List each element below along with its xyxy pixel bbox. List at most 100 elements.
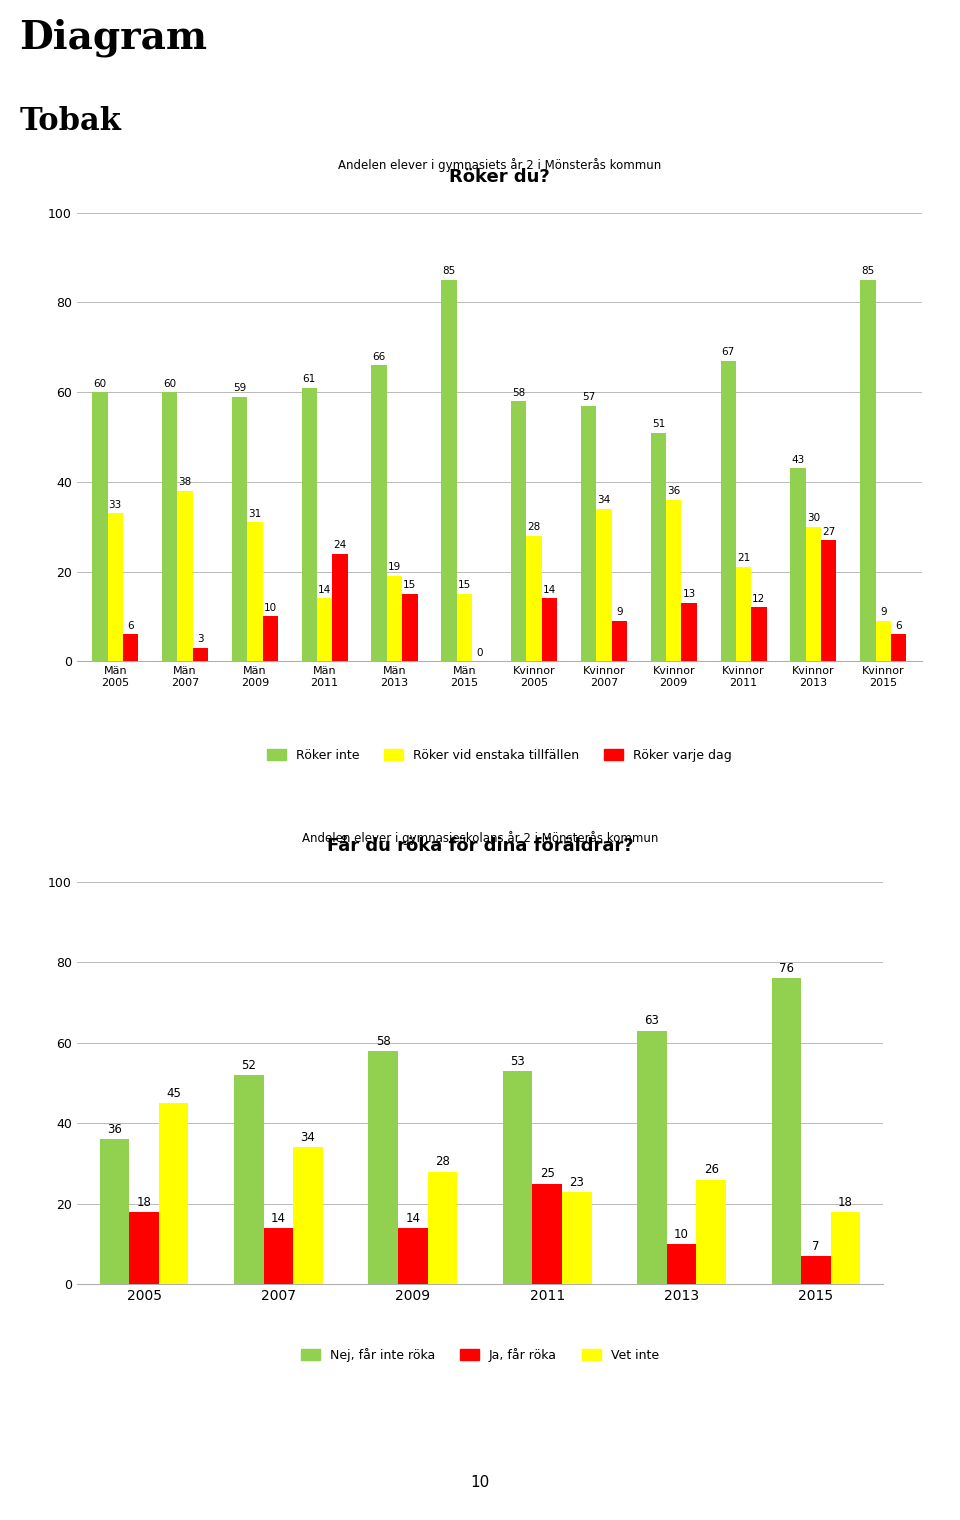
Text: 57: 57 bbox=[582, 392, 595, 401]
Bar bbox=[802, 1256, 830, 1284]
Bar bbox=[503, 1072, 533, 1284]
Text: 10: 10 bbox=[470, 1474, 490, 1490]
Bar bbox=[193, 648, 208, 661]
Bar bbox=[130, 1211, 158, 1284]
Text: 23: 23 bbox=[569, 1175, 585, 1189]
Text: 31: 31 bbox=[249, 509, 261, 518]
Bar bbox=[752, 608, 767, 661]
Text: 38: 38 bbox=[179, 477, 192, 488]
Bar bbox=[667, 1243, 696, 1284]
Bar bbox=[369, 1050, 398, 1284]
Bar bbox=[402, 594, 418, 661]
Text: 14: 14 bbox=[405, 1211, 420, 1225]
Bar bbox=[398, 1228, 427, 1284]
Text: 14: 14 bbox=[542, 585, 556, 594]
Text: 52: 52 bbox=[241, 1059, 256, 1072]
Bar bbox=[511, 401, 526, 661]
Text: 45: 45 bbox=[166, 1087, 181, 1100]
Text: 10: 10 bbox=[674, 1228, 689, 1240]
Bar bbox=[123, 634, 138, 661]
Text: Andelen elever i gymnasieskolans år 2 i Mönsterås kommun: Andelen elever i gymnasieskolans år 2 i … bbox=[301, 831, 659, 845]
Bar bbox=[772, 979, 802, 1284]
Text: 14: 14 bbox=[318, 585, 331, 594]
Text: 85: 85 bbox=[443, 266, 456, 277]
Bar bbox=[162, 392, 178, 661]
Text: 59: 59 bbox=[233, 383, 246, 394]
Bar bbox=[372, 365, 387, 661]
Text: 60: 60 bbox=[163, 378, 177, 389]
Text: 25: 25 bbox=[540, 1167, 555, 1181]
Bar bbox=[247, 523, 262, 661]
Text: 27: 27 bbox=[822, 526, 835, 537]
Text: 6: 6 bbox=[896, 620, 901, 631]
Bar bbox=[108, 514, 123, 661]
Text: Diagram: Diagram bbox=[19, 18, 207, 56]
Text: 28: 28 bbox=[435, 1155, 450, 1169]
Legend: Röker inte, Röker vid enstaka tillfällen, Röker varje dag: Röker inte, Röker vid enstaka tillfällen… bbox=[262, 745, 736, 768]
Bar bbox=[891, 634, 906, 661]
Text: 13: 13 bbox=[683, 590, 696, 599]
Text: 58: 58 bbox=[376, 1035, 391, 1047]
Bar bbox=[830, 1211, 860, 1284]
Text: 67: 67 bbox=[722, 347, 734, 357]
Bar bbox=[541, 599, 557, 661]
Bar bbox=[736, 567, 752, 661]
Bar bbox=[526, 535, 541, 661]
Bar bbox=[158, 1104, 188, 1284]
Text: 60: 60 bbox=[93, 378, 107, 389]
Bar bbox=[264, 1228, 293, 1284]
Bar bbox=[293, 1148, 323, 1284]
Text: 34: 34 bbox=[300, 1131, 316, 1145]
Text: 66: 66 bbox=[372, 351, 386, 362]
Bar bbox=[596, 509, 612, 661]
Bar bbox=[860, 280, 876, 661]
Bar bbox=[301, 388, 317, 661]
Text: 14: 14 bbox=[271, 1211, 286, 1225]
Text: 18: 18 bbox=[136, 1196, 152, 1208]
Bar bbox=[262, 617, 277, 661]
Bar bbox=[790, 468, 805, 661]
Bar bbox=[612, 620, 627, 661]
Bar bbox=[533, 1184, 562, 1284]
Text: 21: 21 bbox=[737, 553, 750, 564]
Text: 26: 26 bbox=[704, 1163, 719, 1176]
Text: 15: 15 bbox=[403, 581, 417, 590]
Text: 6: 6 bbox=[128, 620, 133, 631]
Text: 28: 28 bbox=[527, 521, 540, 532]
Bar bbox=[876, 620, 891, 661]
Bar bbox=[682, 603, 697, 661]
Text: 36: 36 bbox=[107, 1123, 122, 1135]
Bar bbox=[562, 1192, 591, 1284]
Text: 36: 36 bbox=[667, 486, 681, 496]
Bar bbox=[92, 392, 108, 661]
Bar bbox=[581, 406, 596, 661]
Legend: Nej, får inte röka, Ja, får röka, Vet inte: Nej, får inte röka, Ja, får röka, Vet in… bbox=[297, 1342, 663, 1366]
Title: Får du röka för dina föräldrar?: Får du röka för dina föräldrar? bbox=[326, 838, 634, 856]
Text: Andelen elever i gymnasiets år 2 i Mönsterås kommun: Andelen elever i gymnasiets år 2 i Mönst… bbox=[338, 158, 660, 172]
Bar bbox=[821, 540, 836, 661]
Text: 15: 15 bbox=[458, 581, 471, 590]
Text: 7: 7 bbox=[812, 1240, 820, 1252]
Bar bbox=[231, 397, 247, 661]
Text: 58: 58 bbox=[512, 388, 525, 398]
Text: 51: 51 bbox=[652, 420, 665, 429]
Text: 34: 34 bbox=[597, 496, 611, 505]
Text: 43: 43 bbox=[791, 454, 804, 465]
Text: 19: 19 bbox=[388, 562, 401, 573]
Text: 12: 12 bbox=[753, 594, 765, 603]
Bar bbox=[332, 553, 348, 661]
Bar bbox=[696, 1180, 726, 1284]
Text: 9: 9 bbox=[880, 608, 886, 617]
Bar bbox=[234, 1075, 264, 1284]
Text: 85: 85 bbox=[861, 266, 875, 277]
Bar bbox=[427, 1172, 457, 1284]
Text: 3: 3 bbox=[197, 634, 204, 644]
Bar bbox=[387, 576, 402, 661]
Text: 63: 63 bbox=[644, 1014, 660, 1028]
Bar bbox=[651, 433, 666, 661]
Text: 9: 9 bbox=[616, 608, 623, 617]
Bar bbox=[721, 360, 736, 661]
Text: 61: 61 bbox=[302, 374, 316, 385]
Bar bbox=[637, 1031, 667, 1284]
Bar bbox=[457, 594, 472, 661]
